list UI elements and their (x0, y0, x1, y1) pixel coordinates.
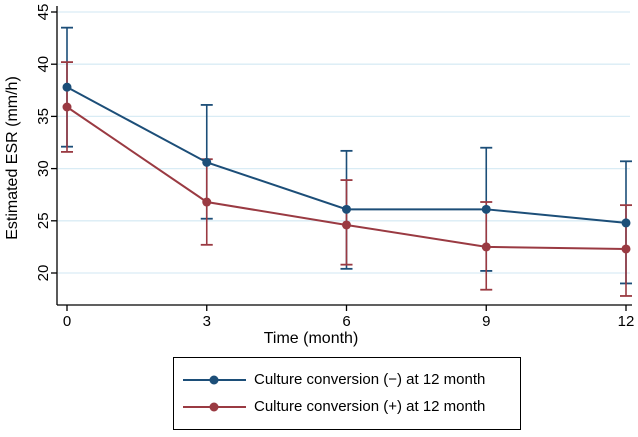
data-point-marker (342, 204, 351, 214)
y-axis-title: Estimated ESR (mm/h) (4, 76, 21, 240)
y-tick-label: 25 (35, 212, 52, 229)
legend-label-positive: Culture conversion (+) at 12 month (254, 398, 486, 415)
x-axis-title: Time (month) (264, 330, 359, 347)
data-point-marker (481, 242, 491, 252)
y-tick-label: 20 (35, 265, 52, 282)
gridlines (58, 11, 630, 274)
x-tick-label: 0 (63, 313, 71, 330)
y-tick-label: 30 (35, 160, 52, 177)
data-point-marker (62, 102, 72, 112)
legend-label-negative: Culture conversion (−) at 12 month (254, 371, 486, 388)
x-tick-label: 6 (342, 313, 350, 330)
data-point-marker (62, 82, 72, 92)
data-point-marker (202, 157, 212, 167)
data-point-marker (621, 244, 631, 254)
legend-swatch-negative (183, 375, 246, 385)
y-tick-label: 40 (35, 56, 52, 73)
series-lines (62, 82, 631, 254)
tick-labels: 20 25 30 35 40 45 0 3 6 9 12 (35, 4, 634, 330)
data-point-marker (621, 218, 631, 228)
x-tick-label: 12 (618, 313, 635, 330)
y-tick-label: 35 (35, 108, 52, 125)
data-point-marker (202, 197, 212, 207)
x-tick-label: 3 (203, 313, 211, 330)
legend-box: Culture conversion (−) at 12 month Cultu… (173, 357, 521, 430)
y-tick-label: 45 (35, 4, 52, 21)
legend-row-positive: Culture conversion (+) at 12 month (182, 398, 520, 416)
legend-row-negative: Culture conversion (−) at 12 month (182, 371, 520, 389)
data-point-marker (342, 220, 351, 230)
axes (51, 6, 632, 311)
x-tick-label: 9 (482, 313, 490, 330)
legend-swatch-positive (183, 402, 246, 412)
data-point-marker (481, 204, 491, 214)
